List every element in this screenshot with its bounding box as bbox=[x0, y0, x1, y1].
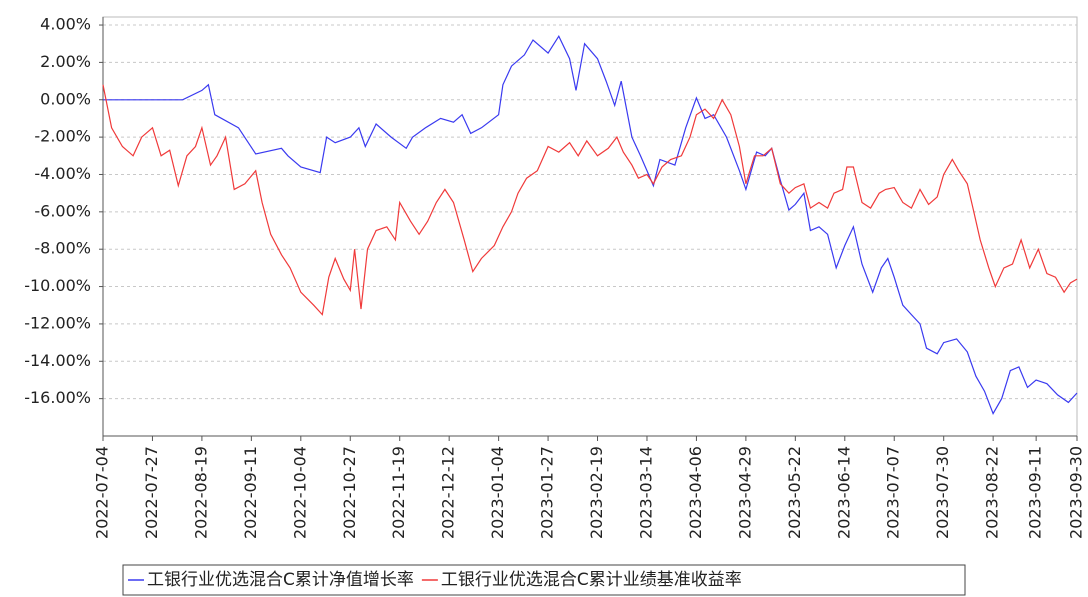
y-tick-label: -2.00% bbox=[34, 127, 91, 146]
x-tick-label: 2023-08-22 bbox=[983, 446, 1002, 539]
y-tick-label: -12.00% bbox=[24, 313, 91, 332]
x-tick-label: 2023-07-30 bbox=[933, 446, 952, 539]
x-tick-label: 2022-10-27 bbox=[340, 446, 359, 539]
legend-box bbox=[122, 564, 966, 596]
x-tick-label: 2022-10-04 bbox=[290, 446, 309, 539]
y-tick-label: 4.00% bbox=[40, 15, 91, 34]
series-line bbox=[102, 84, 1078, 316]
x-tick-label: 2023-05-22 bbox=[785, 446, 804, 539]
legend-label: 工银行业优选混合C累计净值增长率 bbox=[147, 570, 414, 590]
y-tick-label: -10.00% bbox=[24, 276, 91, 295]
x-tick-label: 2022-08-19 bbox=[191, 446, 210, 539]
x-tick-label: 2023-09-11 bbox=[1026, 446, 1045, 539]
y-tick-label: -6.00% bbox=[34, 201, 91, 220]
x-tick-label: 2023-01-27 bbox=[538, 446, 557, 539]
legend-label: 工银行业优选混合C累计业绩基准收益率 bbox=[441, 570, 742, 590]
series-line bbox=[103, 34, 1078, 415]
x-tick-label: 2023-01-04 bbox=[488, 446, 507, 539]
y-tick-label: -16.00% bbox=[24, 388, 91, 407]
x-tick-label: 2022-07-04 bbox=[93, 446, 112, 539]
x-tick-label: 2022-07-27 bbox=[142, 446, 161, 539]
y-tick-label: 2.00% bbox=[40, 52, 91, 71]
y-tick-label: -14.00% bbox=[24, 351, 91, 370]
x-tick-label: 2023-02-19 bbox=[587, 446, 606, 539]
y-tick-label: -4.00% bbox=[34, 164, 91, 183]
x-tick-label: 2023-04-06 bbox=[686, 446, 705, 539]
x-tick-label: 2023-04-29 bbox=[735, 446, 754, 539]
x-tick-label: 2023-07-07 bbox=[884, 446, 903, 539]
y-tick-label: -8.00% bbox=[34, 239, 91, 258]
x-tick-label: 2023-03-14 bbox=[636, 446, 655, 539]
legend: 工银行业优选混合C累计净值增长率 工银行业优选混合C累计业绩基准收益率 bbox=[128, 570, 742, 590]
x-tick-label: 2023-09-30 bbox=[1067, 446, 1086, 539]
y-tick-label: 0.00% bbox=[40, 89, 91, 108]
x-tick-label: 2022-11-19 bbox=[389, 446, 408, 539]
x-tick-label: 2023-06-14 bbox=[834, 446, 853, 539]
plot-area bbox=[102, 16, 1078, 437]
x-tick-label: 2022-12-12 bbox=[439, 446, 458, 539]
x-tick-label: 2022-09-11 bbox=[241, 446, 260, 539]
